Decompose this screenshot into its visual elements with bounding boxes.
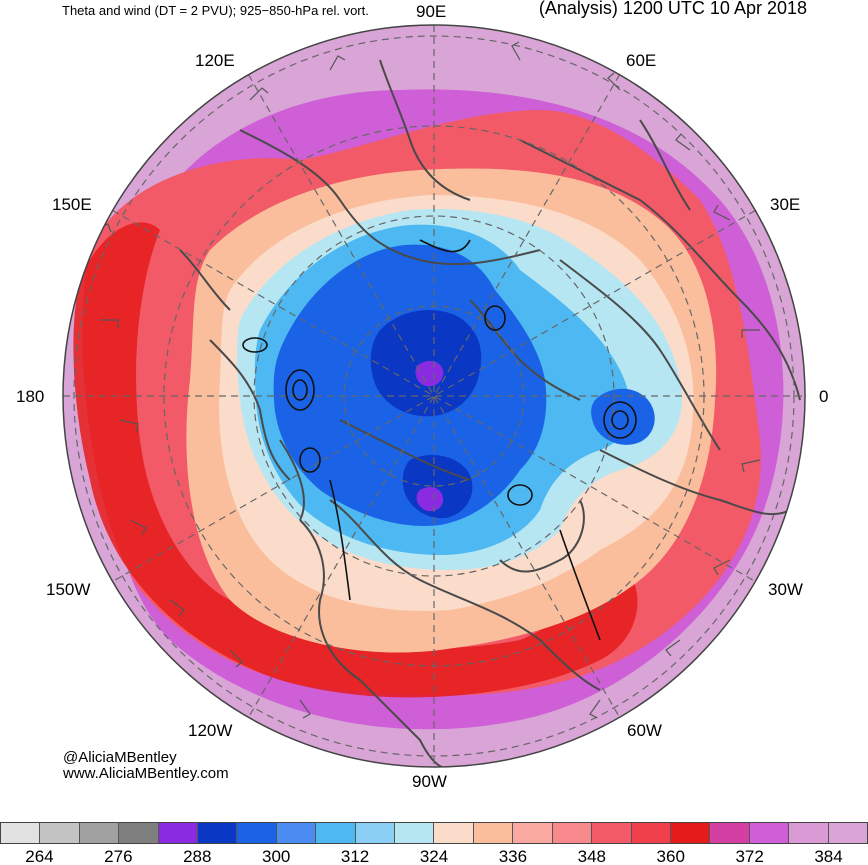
colorbar-swatch [316,822,356,844]
lon-label-60e: 60E [626,51,657,70]
colorbar-swatch [198,822,238,844]
colorbar-tick-label: 348 [577,847,606,865]
colorbar-swatch [473,822,514,844]
colorbar-tick-label: 300 [261,847,291,865]
wind-barbs [89,41,761,719]
lon-label-90w: 90W [412,772,447,791]
coastlines [179,59,801,767]
colorbar-tick-label: 288 [183,847,212,865]
lon-label-180: 180 [16,387,45,406]
polar-map [62,24,806,768]
colorbar-swatch [355,822,396,844]
colorbar-tick-label: 324 [419,847,449,865]
colorbar-tick-label: 312 [340,847,370,865]
colorbar-swatch [749,822,790,844]
lon-label-60w: 60W [627,721,662,740]
vorticity-contours [242,239,637,641]
colorbar-swatch [631,822,671,844]
lon-label-150e: 150E [52,195,92,214]
lon-label-150w: 150W [46,580,91,599]
colorbar-swatch [552,822,593,844]
colorbar-swatch [158,822,199,844]
colorbar-swatch [0,822,41,844]
theta-field [63,25,805,767]
map-title-right: (Analysis) 1200 UTC 10 Apr 2018 [538,0,807,18]
colorbar-tick-label: 360 [656,847,685,865]
graticule [63,25,805,767]
colorbar-swatch [828,822,868,844]
lon-label-90e: 90E [416,2,447,21]
colorbar-swatch [513,822,553,844]
colorbar-swatch [670,822,711,844]
map-border [62,24,806,768]
colorbar-swatch [40,822,80,844]
colorbar-tick-label: 264 [25,847,54,865]
lon-label-30e: 30E [770,195,801,214]
lon-label-0: 0 [819,387,829,406]
colorbar-tick-label: 336 [498,847,528,865]
colorbar-swatch [79,822,120,844]
colorbar-swatch [395,822,435,844]
lon-label-120w: 120W [188,721,233,740]
credit-handle: @AliciaMBentley [63,749,177,766]
colorbar-swatch [237,822,277,844]
field-deep-blue [370,310,482,519]
colorbar-swatch [789,822,829,844]
colorbar-swatch [119,822,159,844]
colorbar-swatch [592,822,632,844]
colorbar-tick-label: 384 [814,847,843,865]
credit-url: www.AliciaMBentley.com [63,765,229,782]
colorbar-tick-label: 276 [104,847,133,865]
lon-label-120e: 120E [195,51,235,70]
map-title-left: Theta and wind (DT = 2 PVU); 925−850-hPa… [62,3,369,18]
colorbar-swatch [434,822,474,844]
field-purple-core [415,360,444,512]
colorbar-swatch [276,822,317,844]
colorbar-swatch [710,822,750,844]
colorbar-tick-label: 372 [735,847,764,865]
lon-label-30w: 30W [768,580,803,599]
colorbar [0,822,868,844]
